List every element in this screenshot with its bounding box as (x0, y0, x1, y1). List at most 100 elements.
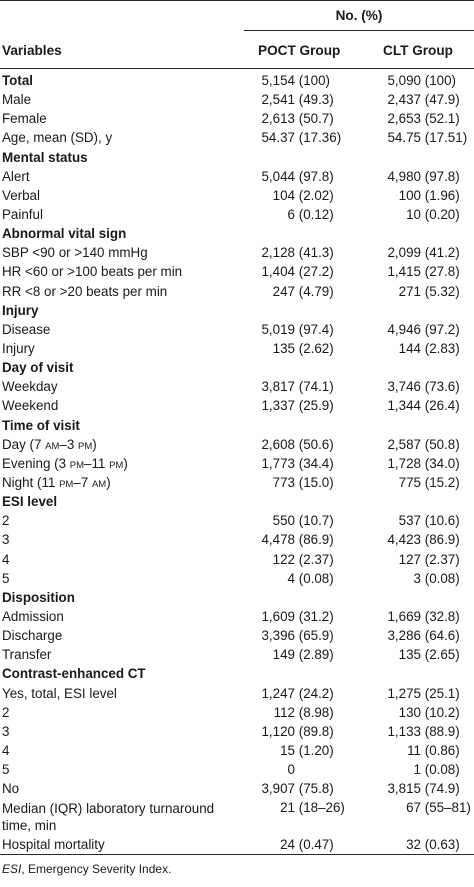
clt-percent: (2.65) (424, 647, 460, 663)
clt-cell: 1 (0.08) (373, 762, 471, 777)
clt-percent: (86.9) (424, 532, 460, 548)
clt-count: 1,275 (387, 685, 421, 701)
clt-count: 144 (398, 340, 421, 356)
poct-percent: (49.3) (298, 92, 334, 108)
clt-percent: (0.20) (424, 206, 460, 222)
header-variables: Variables (2, 43, 62, 58)
table-row: HR <60 or >100 beats per min 1,404 (27.2)… (0, 263, 474, 282)
clt-cell: 1,275 (25.1) (373, 686, 471, 701)
clt-count: 54.75 (387, 130, 421, 146)
clt-count: 127 (398, 551, 421, 567)
clt-count: 537 (398, 513, 421, 529)
section-header-row: Day of visit (0, 359, 474, 378)
poct-percent: (4.79) (298, 283, 334, 299)
row-label: Painful (2, 206, 43, 222)
table-row: Evening (3 PM–11 PM) 1,773 (34.4) 1,728 (3… (0, 455, 474, 474)
header-poct-group: POCT Group (258, 43, 341, 58)
poct-count: 21 (280, 800, 295, 816)
poct-cell: 3,817 (74.1) (247, 379, 339, 394)
table-row: Transfer 149 (2.89) 135 (2.65) (0, 646, 474, 665)
poct-percent: (24.2) (298, 685, 334, 701)
row-label: Day (7 AM–3 PM) (2, 436, 97, 452)
poct-cell: 54.37 (17.36) (247, 130, 341, 145)
poct-count: 3,907 (261, 781, 295, 797)
poct-cell: 21 (18–26) (247, 800, 345, 816)
clt-percent: (27.8) (424, 264, 460, 280)
section-label: Day of visit (2, 360, 74, 376)
poct-count: 149 (272, 647, 295, 663)
poct-percent: (74.1) (298, 379, 334, 395)
table-row: 4 122 (2.37) 127 (2.37) (0, 551, 474, 570)
clt-cell: 4,946 (97.2) (373, 322, 471, 337)
poct-cell: 122 (2.37) (247, 552, 339, 567)
clt-count: 10 (406, 206, 421, 222)
row-label: 5 (2, 570, 10, 586)
row-label: 2 (2, 704, 10, 720)
poct-percent: (65.9) (298, 628, 334, 644)
poct-percent: (89.8) (298, 723, 334, 739)
table-row: Median (IQR) laboratory turnaround time,… (0, 799, 474, 836)
clt-count: 1,728 (387, 455, 421, 471)
poct-cell: 5,019 (97.4) (247, 322, 339, 337)
clt-cell: 2,099 (41.2) (373, 245, 471, 260)
poct-count: 0 (287, 762, 295, 778)
clt-count: 11 (407, 742, 421, 758)
section-label: Total (2, 73, 33, 88)
clt-percent: (100) (424, 73, 456, 88)
row-label: Hospital mortality (2, 837, 105, 853)
row-label: Weekday (2, 379, 58, 395)
poct-percent: (27.2) (298, 264, 334, 280)
poct-percent: (8.98) (298, 704, 334, 720)
poct-count: 1,247 (261, 685, 295, 701)
poct-count: 15 (280, 742, 295, 758)
clt-percent: (64.6) (424, 628, 460, 644)
table-row: 3 1,120 (89.8) 1,133 (88.9) (0, 723, 474, 742)
clt-percent: (52.1) (424, 111, 460, 127)
footnote-abbr: ESI (2, 862, 22, 876)
clt-percent: (74.9) (424, 781, 460, 797)
poct-percent: (0.12) (298, 206, 334, 222)
section-label: Injury (2, 302, 39, 318)
table-body: Total 5,154 (100) 5,090 (100) Male 2,541 (49… (0, 72, 474, 855)
clt-count: 130 (398, 704, 421, 720)
section-header-row: Disposition (0, 589, 474, 608)
table-row: 5 0 1 (0.08) (0, 761, 474, 780)
clt-percent: (55–81) (424, 800, 471, 816)
table-row: Admission 1,609 (31.2) 1,669 (32.8) (0, 608, 474, 627)
table-row: RR <8 or >20 beats per min 247 (4.79) 271 … (0, 283, 474, 302)
poct-count: 1,773 (261, 455, 295, 471)
row-label: Disease (2, 321, 51, 337)
table-row: 3 4,478 (86.9) 4,423 (86.9) (0, 531, 474, 550)
poct-cell: 104 (2.02) (247, 188, 339, 203)
poct-count: 3,396 (261, 628, 295, 644)
clt-count: 2,587 (387, 436, 421, 452)
clt-percent: (50.8) (424, 436, 460, 452)
row-label: Verbal (2, 187, 40, 203)
clt-cell: 4,423 (86.9) (373, 532, 471, 547)
row-label: SBP <90 or >140 mmHg (2, 245, 148, 261)
table-row: 2 112 (8.98) 130 (10.2) (0, 704, 474, 723)
poct-count: 135 (272, 340, 295, 356)
poct-percent: (2.37) (298, 551, 334, 567)
footnote-text: , Emergency Severity Index. (21, 862, 172, 876)
clt-count: 3,746 (387, 379, 421, 395)
table-row: Painful 6 (0.12) 10 (0.20) (0, 206, 474, 225)
poct-percent: (50.6) (298, 436, 334, 452)
poct-cell: 247 (4.79) (247, 284, 339, 299)
header-clt-group: CLT Group (383, 43, 453, 58)
section-label: Disposition (2, 589, 75, 605)
poct-cell: 1,404 (27.2) (247, 264, 339, 279)
poct-cell: 1,609 (31.2) (247, 609, 339, 624)
section-label: Time of visit (2, 417, 80, 433)
row-label: Transfer (2, 647, 52, 663)
poct-cell: 3,907 (75.8) (247, 781, 339, 796)
clt-cell: 5,090 (100) (373, 73, 471, 88)
table-row: Day (7 AM–3 PM) 2,608 (50.6) 2,587 (50.8) (0, 436, 474, 455)
clt-cell: 4,980 (97.8) (373, 169, 471, 184)
clt-count: 5,090 (387, 73, 421, 88)
poct-count: 773 (272, 474, 295, 490)
group-rule (244, 30, 474, 31)
clt-percent: (0.86) (424, 742, 460, 758)
clt-count: 1,133 (387, 723, 421, 739)
clt-cell: 537 (10.6) (373, 513, 471, 528)
